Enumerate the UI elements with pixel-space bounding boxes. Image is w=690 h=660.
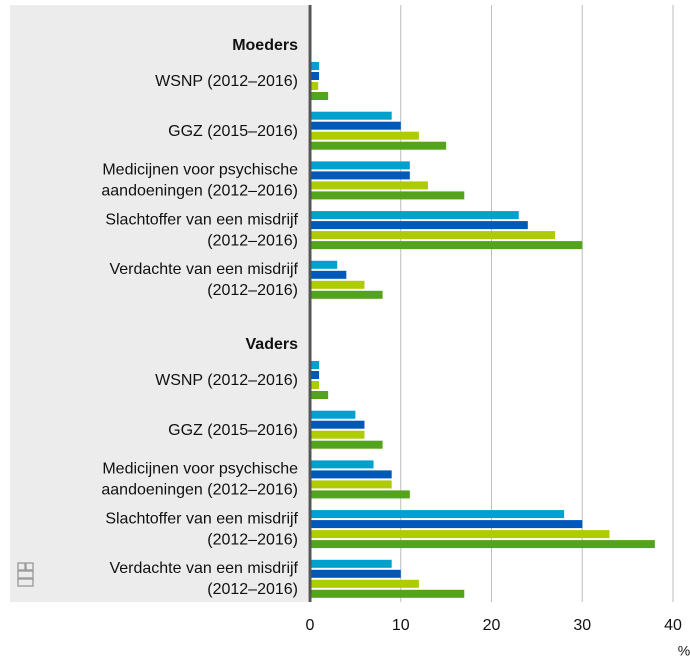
x-tick-label: 40 xyxy=(664,617,682,634)
bar xyxy=(310,171,410,180)
bar xyxy=(310,131,419,140)
bar xyxy=(310,181,428,190)
bar xyxy=(310,410,356,419)
bar xyxy=(310,191,465,200)
y-tick-label: (2012–2016) xyxy=(207,232,298,249)
bar xyxy=(310,381,320,389)
bar xyxy=(310,490,410,499)
logo xyxy=(17,562,34,587)
label-panel xyxy=(10,5,308,602)
bar xyxy=(310,569,401,578)
bar xyxy=(310,579,419,588)
bar xyxy=(310,470,392,479)
bar xyxy=(310,540,655,549)
bar xyxy=(310,280,365,289)
x-tick-label: 0 xyxy=(306,617,315,634)
y-tick-label: WSNP (2012–2016) xyxy=(155,372,298,389)
y-tick-label: GGZ (2015–2016) xyxy=(168,422,298,439)
bar xyxy=(310,530,610,539)
y-tick-label: Verdachte van een misdrijf xyxy=(109,560,298,577)
bar xyxy=(310,141,447,150)
y-tick-label: WSNP (2012–2016) xyxy=(155,73,298,90)
bar xyxy=(310,72,320,80)
y-tick-label: Slachtoffer van een misdrijf xyxy=(105,510,298,527)
bar xyxy=(310,420,365,429)
group-header: Vaders xyxy=(246,336,299,353)
bar xyxy=(310,260,338,269)
bar xyxy=(310,92,329,100)
bar xyxy=(310,520,583,529)
x-axis-label: % xyxy=(678,643,690,659)
y-tick-label: Medicijnen voor psychische xyxy=(102,461,298,478)
y-tick-label: (2012–2016) xyxy=(207,581,298,598)
bar xyxy=(310,241,583,250)
y-tick-label: GGZ (2015–2016) xyxy=(168,123,298,140)
y-tick-label: aandoeningen (2012–2016) xyxy=(101,183,298,200)
y-tick-label: (2012–2016) xyxy=(207,282,298,299)
bar xyxy=(310,391,329,399)
bar xyxy=(310,440,383,449)
bar xyxy=(310,361,320,369)
bar xyxy=(310,559,392,568)
bar xyxy=(310,460,374,469)
y-tick-label: aandoeningen (2012–2016) xyxy=(101,482,298,499)
y-tick-label: (2012–2016) xyxy=(207,531,298,548)
y-tick-label: Verdachte van een misdrijf xyxy=(109,261,298,278)
y-tick-label: Medicijnen voor psychische xyxy=(102,162,298,179)
bar xyxy=(310,231,556,240)
bar xyxy=(310,290,383,299)
x-tick-label: 20 xyxy=(483,617,501,634)
y-tick-label: Slachtoffer van een misdrijf xyxy=(105,211,298,228)
bar xyxy=(310,211,519,220)
bar xyxy=(310,589,465,598)
x-tick-label: 10 xyxy=(392,617,410,634)
bar xyxy=(310,510,565,519)
bar xyxy=(310,111,392,120)
bar xyxy=(310,480,392,489)
bar xyxy=(310,270,347,279)
bar xyxy=(310,82,319,90)
bar xyxy=(310,430,365,439)
x-tick-label: 30 xyxy=(573,617,591,634)
group-header: Moeders xyxy=(232,37,298,54)
bar xyxy=(310,371,320,379)
bar xyxy=(310,121,401,130)
bar xyxy=(310,161,410,170)
bar xyxy=(310,221,528,230)
bar xyxy=(310,62,320,70)
